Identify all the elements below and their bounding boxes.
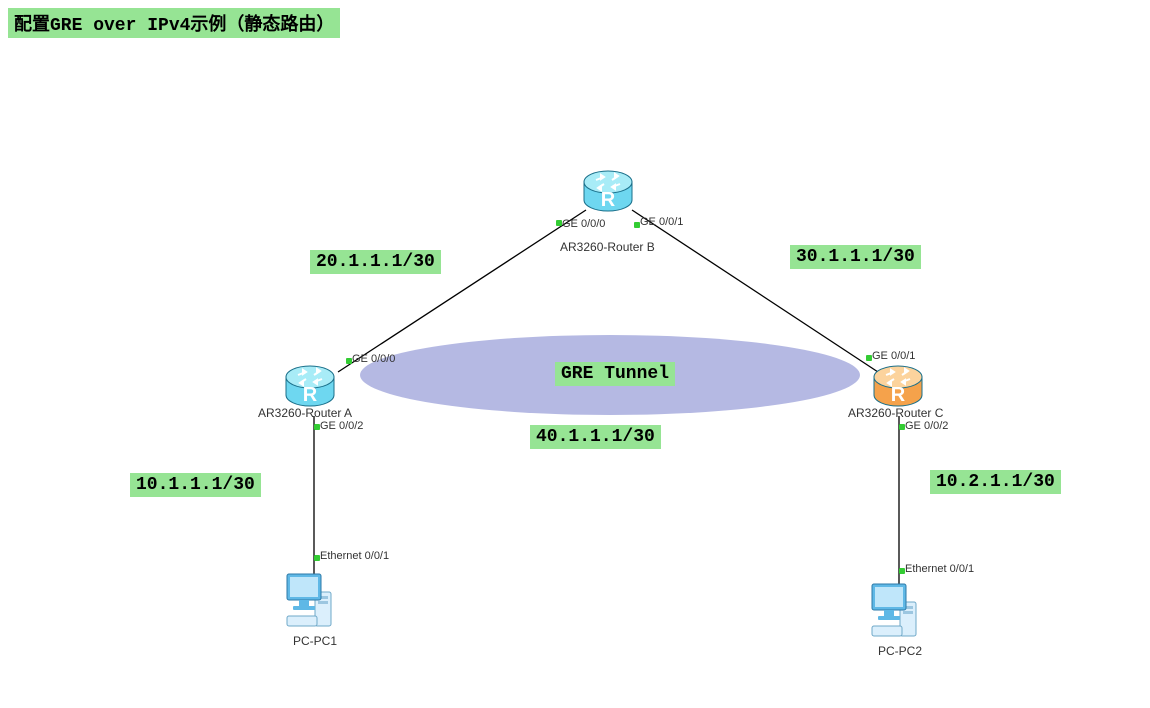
- router-b: R: [580, 160, 636, 216]
- subnet-c-pc2: 10.2.1.1/30: [930, 470, 1061, 494]
- gre-tunnel-ellipse: [0, 0, 1150, 708]
- svg-text:R: R: [891, 384, 906, 406]
- subnet-a-pc1: 10.1.1.1/30: [130, 473, 261, 497]
- router-a-port-g002: GE 0/0/2: [320, 420, 363, 432]
- svg-text:R: R: [601, 189, 616, 211]
- router-a-port-g000: GE 0/0/0: [352, 353, 395, 365]
- router-c: R: [870, 355, 926, 411]
- pc1-label: PC-PC1: [293, 634, 337, 648]
- pc2-label: PC-PC2: [878, 644, 922, 658]
- router-c-port-g002: GE 0/0/2: [905, 420, 948, 432]
- subnet-tunnel: 40.1.1.1/30: [530, 425, 661, 449]
- subnet-ab: 20.1.1.1/30: [310, 250, 441, 274]
- router-b-port-g000: GE 0/0/0: [562, 218, 605, 230]
- gre-tunnel-label: GRE Tunnel: [555, 362, 675, 386]
- diagram-canvas: 配置GRE over IPv4示例（静态路由） R R: [0, 0, 1150, 708]
- pc-2: [870, 580, 926, 640]
- router-c-label: AR3260-Router C: [848, 406, 943, 420]
- topology-links: [0, 0, 1150, 708]
- pc-1: [285, 570, 341, 630]
- diagram-title: 配置GRE over IPv4示例（静态路由）: [8, 8, 340, 38]
- router-a: R: [282, 355, 338, 411]
- pc1-port: Ethernet 0/0/1: [320, 550, 389, 562]
- svg-text:R: R: [303, 384, 318, 406]
- pc2-port: Ethernet 0/0/1: [905, 563, 974, 575]
- subnet-bc: 30.1.1.1/30: [790, 245, 921, 269]
- router-b-port-g001: GE 0/0/1: [640, 216, 683, 228]
- router-a-label: AR3260-Router A: [258, 406, 352, 420]
- router-b-label: AR3260-Router B: [560, 240, 655, 254]
- router-c-port-g001: GE 0/0/1: [872, 350, 915, 362]
